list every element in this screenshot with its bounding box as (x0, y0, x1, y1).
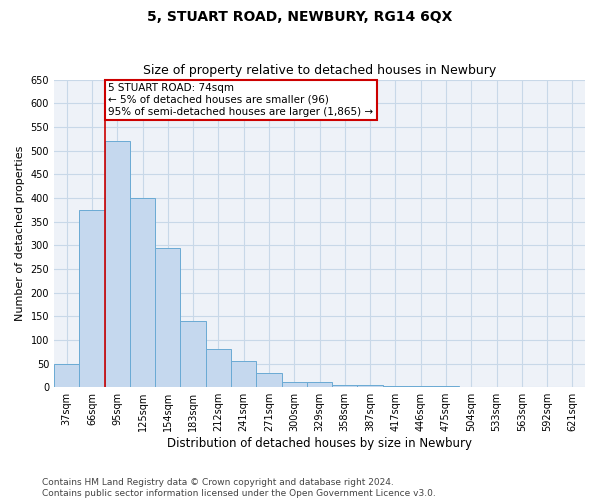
Bar (433, 386, 458, 387)
X-axis label: Distribution of detached houses by size in Newbury: Distribution of detached houses by size … (167, 437, 472, 450)
Bar (155, 248, 181, 387)
Text: Contains HM Land Registry data © Crown copyright and database right 2024.
Contai: Contains HM Land Registry data © Crown c… (42, 478, 436, 498)
Bar (358, 385, 383, 387)
Bar (256, 373, 281, 387)
Y-axis label: Number of detached properties: Number of detached properties (15, 146, 25, 321)
Bar (383, 386, 408, 387)
Title: Size of property relative to detached houses in Newbury: Size of property relative to detached ho… (143, 64, 496, 77)
Bar (231, 361, 256, 387)
Bar (206, 350, 231, 387)
Bar (281, 382, 307, 387)
Bar (408, 386, 433, 387)
Bar (332, 385, 358, 387)
Bar (130, 198, 155, 387)
Bar (181, 321, 206, 387)
Bar (104, 141, 130, 387)
Bar (307, 382, 332, 387)
Text: 5 STUART ROAD: 74sqm
← 5% of detached houses are smaller (96)
95% of semi-detach: 5 STUART ROAD: 74sqm ← 5% of detached ho… (109, 84, 374, 116)
Bar (79, 210, 104, 387)
Text: 5, STUART ROAD, NEWBURY, RG14 6QX: 5, STUART ROAD, NEWBURY, RG14 6QX (148, 10, 452, 24)
Bar (54, 364, 79, 387)
